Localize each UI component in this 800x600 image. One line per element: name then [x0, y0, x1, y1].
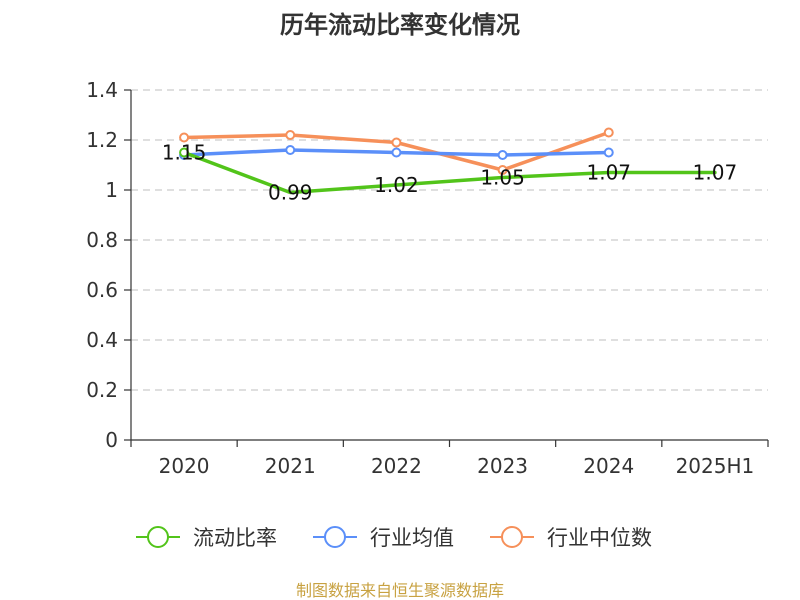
- legend[interactable]: 流动比率 行业均值 行业中位数: [136, 526, 652, 550]
- data-point[interactable]: [603, 147, 614, 158]
- data-label: 1.07: [693, 161, 738, 185]
- y-tick-label: 0.6: [86, 278, 118, 302]
- legend-item-2[interactable]: 行业中位数: [490, 526, 652, 550]
- data-point[interactable]: [497, 150, 508, 160]
- x-tick-label: 2023: [477, 454, 528, 478]
- data-label: 1.05: [480, 166, 525, 190]
- legend-label: 行业中位数: [547, 526, 652, 550]
- legend-item-1[interactable]: 行业均值: [313, 526, 454, 550]
- data-point[interactable]: [285, 145, 296, 155]
- data-point[interactable]: [391, 147, 402, 158]
- x-tick-label: 2021: [265, 454, 316, 478]
- data-point[interactable]: [179, 132, 190, 143]
- data-point[interactable]: [603, 127, 614, 138]
- y-tick-label: 0: [105, 428, 118, 452]
- y-tick-label: 0.8: [86, 228, 118, 252]
- data-label: 0.99: [268, 181, 313, 205]
- legend-marker: [147, 526, 169, 548]
- y-tick-label: 1.2: [86, 128, 118, 152]
- legend-item-0[interactable]: 流动比率: [136, 526, 277, 550]
- y-tick-label: 0.2: [86, 378, 118, 402]
- x-tick-label: 2025H1: [676, 454, 755, 478]
- source-note: 制图数据来自恒生聚源数据库: [296, 581, 504, 600]
- axes: 0 0.2 0.4 0.6 0.8 1 1.2 1.4 2020 2021 2022 2023 2024…: [86, 78, 769, 478]
- series-lines: [179, 127, 717, 195]
- y-tick-label: 1: [105, 178, 118, 202]
- x-tick-label: 2020: [159, 454, 210, 478]
- data-label: 1.15: [162, 141, 207, 165]
- data-point[interactable]: [285, 130, 296, 140]
- legend-marker: [324, 526, 346, 548]
- y-tick-label: 1.4: [86, 78, 118, 102]
- chart-title: 历年流动比率变化情况: [280, 11, 520, 39]
- data-label: 1.02: [374, 173, 419, 197]
- x-tick-label: 2024: [583, 454, 634, 478]
- data-labels: 1.15 0.99 1.02 1.05 1.07 1.07: [162, 141, 737, 205]
- data-point[interactable]: [391, 137, 402, 148]
- data-point[interactable]: [497, 165, 508, 175]
- x-tick-label: 2022: [371, 454, 422, 478]
- y-tick-label: 0.4: [86, 328, 118, 352]
- legend-marker: [501, 526, 523, 548]
- series-line-0: [182, 150, 717, 195]
- data-point[interactable]: [179, 147, 190, 158]
- grid-lines: [131, 89, 768, 391]
- data-label: 1.07: [586, 161, 631, 185]
- legend-label: 流动比率: [193, 526, 277, 550]
- legend-label: 行业均值: [370, 526, 454, 550]
